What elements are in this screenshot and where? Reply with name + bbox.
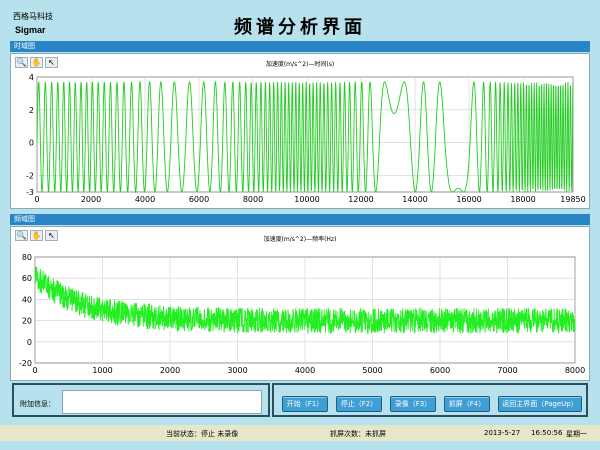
capture-button[interactable]: 抓屏（F4）	[444, 396, 490, 412]
home-button[interactable]: 返回主界面（PageUp）	[498, 396, 582, 412]
brand-name-cn: 西格马科技	[13, 12, 53, 21]
y-tick-label: 60	[22, 274, 32, 283]
zoom-icon[interactable]: 🔍	[15, 230, 28, 241]
pan-icon[interactable]: ✋	[30, 230, 43, 241]
status-captures: 抓屏次数：未抓屏	[330, 430, 386, 438]
pointer-icon[interactable]: ↖	[45, 57, 58, 68]
freq-chart-title: 加速度(m/s^2)—频率(Hz)	[263, 236, 337, 243]
time-domain-header: 时域图	[10, 41, 590, 52]
bottom-controls: 附加信息： 开始（F1） 停止（F2） 录像（F3） 抓屏（F4） 返回主界面（…	[10, 382, 590, 420]
x-tick-label: 4000	[295, 366, 315, 375]
status-state: 当前状态：停止 未录像	[166, 430, 239, 438]
series-line	[36, 80, 574, 194]
x-tick-label: 0	[32, 366, 37, 375]
y-tick-label: 20	[22, 317, 32, 326]
status-bar: 当前状态：停止 未录像 抓屏次数：未抓屏 2013-5-27 16:50:56 …	[0, 425, 600, 441]
start-button[interactable]: 开始（F1）	[282, 396, 328, 412]
status-weekday: 星期一	[566, 430, 587, 438]
x-tick-label: 10000	[294, 195, 319, 204]
time-chart-title: 加速度(m/s^2)—时间(s)	[265, 61, 335, 68]
x-tick-label: 4000	[135, 195, 155, 204]
y-tick-label: 80	[22, 253, 32, 262]
status-time: 16:50:56	[531, 429, 563, 437]
y-tick-label: -20	[19, 359, 32, 368]
status-date: 2013-5-27	[484, 429, 521, 437]
time-toolbar: 🔍 ✋ ↖	[15, 57, 58, 69]
x-tick-label: 1000	[92, 366, 112, 375]
y-tick-label: 40	[22, 295, 32, 304]
brand-name-en: Sigmar	[15, 25, 46, 35]
x-tick-label: 0	[34, 195, 39, 204]
x-tick-label: 3000	[227, 366, 247, 375]
x-tick-label: 16000	[456, 195, 481, 204]
zoom-icon[interactable]: 🔍	[15, 57, 28, 68]
y-tick-label: -2	[26, 172, 34, 181]
action-button-group: 开始（F1） 停止（F2） 录像（F3） 抓屏（F4） 返回主界面（PageUp…	[272, 383, 588, 417]
x-tick-label: 7000	[497, 366, 517, 375]
record-button[interactable]: 录像（F3）	[390, 396, 436, 412]
freq-toolbar: 🔍 ✋ ↖	[15, 230, 58, 242]
info-group: 附加信息：	[12, 383, 270, 417]
pan-icon[interactable]: ✋	[30, 57, 43, 68]
info-label: 附加信息：	[20, 400, 55, 408]
x-tick-label: 8000	[565, 366, 585, 375]
x-tick-label: 19850	[560, 195, 585, 204]
pointer-icon[interactable]: ↖	[45, 230, 58, 241]
y-tick-label: 2	[29, 106, 34, 115]
x-tick-label: 2000	[81, 195, 101, 204]
freq-domain-chart[interactable]: 0 1000 2000 3000 4000 5000 6000 7000 8000 80 60 40 2…	[11, 227, 589, 380]
freq-domain-panel: 🔍 ✋ ↖ 加速度(m/s^2)—频率(Hz) 0 1000 2000 3000 400…	[10, 226, 590, 381]
y-tick-label: -3	[26, 188, 34, 197]
x-tick-label: 8000	[243, 195, 263, 204]
header: 西格马科技 Sigmar 频谱分析界面	[0, 0, 600, 40]
x-tick-label: 6000	[189, 195, 209, 204]
time-domain-panel: 🔍 ✋ ↖ 加速度(m/s^2)—时间(s) 0 2000 4000 6000 8000…	[10, 53, 590, 209]
x-tick-label: 14000	[402, 195, 427, 204]
page-title: 频谱分析界面	[234, 17, 366, 38]
x-tick-label: 18000	[510, 195, 535, 204]
freq-domain-header: 频域图	[10, 214, 590, 225]
info-input[interactable]	[62, 390, 262, 414]
x-tick-label: 12000	[348, 195, 373, 204]
y-tick-label: 0	[27, 338, 32, 347]
x-tick-label: 5000	[362, 366, 382, 375]
y-tick-label: 4	[29, 73, 34, 82]
time-domain-chart[interactable]: 0 2000 4000 6000 8000 10000 12000 14000 16000 180…	[11, 54, 589, 208]
series-line	[34, 266, 576, 335]
x-tick-label: 2000	[160, 366, 180, 375]
y-tick-label: 0	[29, 139, 34, 148]
stop-button[interactable]: 停止（F2）	[336, 396, 382, 412]
x-tick-label: 6000	[430, 366, 450, 375]
